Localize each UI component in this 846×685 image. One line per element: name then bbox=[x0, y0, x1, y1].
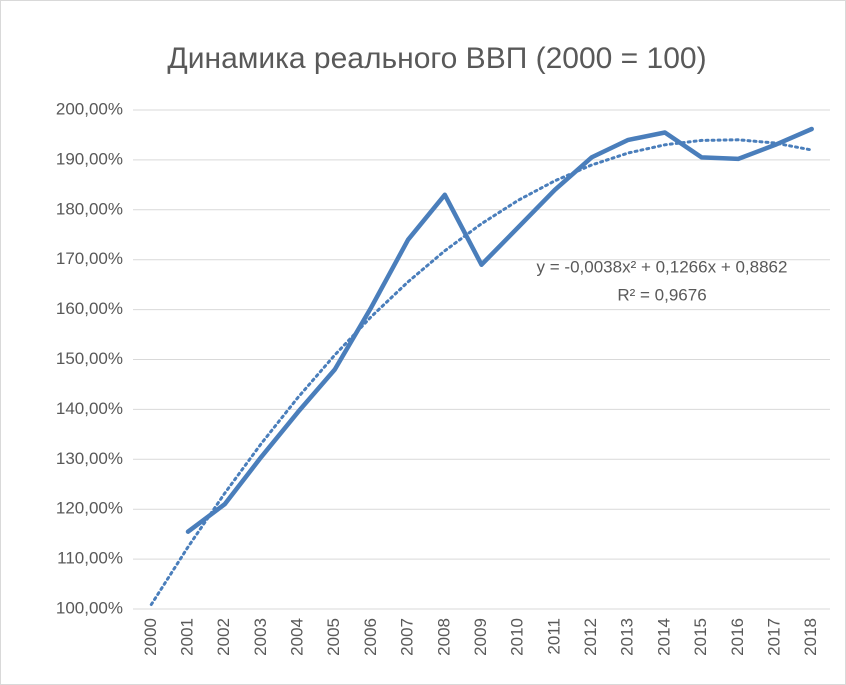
line-series bbox=[185, 126, 814, 534]
y-tick-label: 150,00% bbox=[56, 349, 123, 368]
y-tick-label: 110,00% bbox=[57, 549, 123, 568]
y-tick-label: 170,00% bbox=[56, 249, 123, 268]
y-tick-label: 100,00% bbox=[56, 598, 123, 617]
x-tick-label: 2016 bbox=[728, 618, 747, 656]
y-tick-label: 200,00% bbox=[56, 99, 123, 118]
x-tick-label: 2013 bbox=[618, 618, 637, 656]
y-tick-label: 130,00% bbox=[56, 449, 123, 468]
x-tick-label: 2002 bbox=[214, 618, 233, 656]
x-tick-label: 2008 bbox=[434, 618, 453, 656]
x-tick-label: 2001 bbox=[178, 618, 197, 656]
y-tick-label: 160,00% bbox=[56, 299, 123, 318]
x-tick-label: 2009 bbox=[471, 618, 490, 656]
y-tick-label: 180,00% bbox=[56, 199, 123, 218]
trendline bbox=[149, 138, 814, 606]
x-tick-label: 2003 bbox=[251, 618, 270, 656]
y-tick-label: 120,00% bbox=[56, 499, 123, 518]
x-tick-label: 2017 bbox=[764, 618, 783, 656]
x-tick-label: 2011 bbox=[544, 618, 563, 655]
x-tick-label: 2005 bbox=[324, 618, 343, 656]
x-tick-label: 2010 bbox=[508, 618, 527, 656]
x-tick-label: 2012 bbox=[581, 618, 600, 656]
x-tick-label: 2000 bbox=[141, 618, 160, 656]
chart-title: Динамика реального ВВП (2000 = 100) bbox=[167, 42, 706, 75]
y-tick-label: 140,00% bbox=[56, 399, 123, 418]
x-tick-label: 2006 bbox=[361, 618, 380, 656]
x-tick-label: 2007 bbox=[398, 618, 417, 656]
trend-equation: y = -0,0038x² + 0,1266x + 0,8862 bbox=[537, 257, 788, 276]
x-tick-label: 2014 bbox=[654, 618, 673, 656]
x-tick-label: 2018 bbox=[801, 618, 820, 656]
x-tick-label: 2015 bbox=[691, 618, 710, 656]
y-tick-label: 190,00% bbox=[56, 149, 123, 168]
trend-r2: R² = 0,9676 bbox=[617, 285, 706, 304]
x-tick-label: 2004 bbox=[288, 618, 307, 656]
